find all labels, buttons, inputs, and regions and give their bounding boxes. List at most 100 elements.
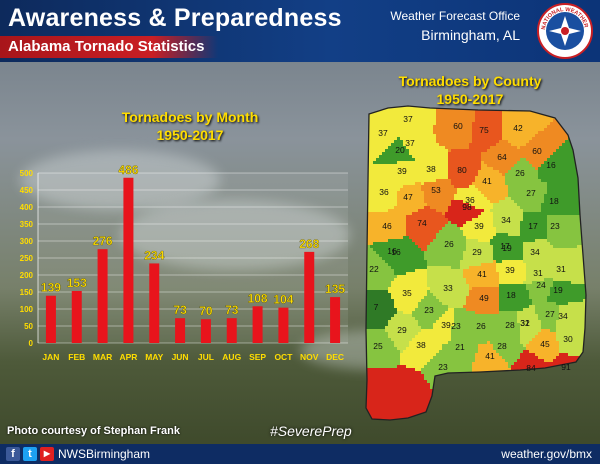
county-cell [478, 281, 482, 285]
county-cell [484, 230, 488, 234]
county-cell [568, 119, 572, 123]
county-cell [481, 173, 485, 177]
county-cell [478, 224, 482, 228]
county-cell [571, 290, 575, 294]
county-cell [466, 275, 470, 279]
county-cell [505, 251, 509, 255]
county-cell [565, 110, 569, 114]
county-cell [562, 233, 566, 237]
county-cell [460, 287, 464, 291]
county-cell [469, 236, 473, 240]
county-cell [439, 182, 443, 186]
county-cell [373, 170, 377, 174]
county-cell [415, 146, 419, 150]
county-cell [589, 155, 592, 158]
county-cell [406, 260, 410, 264]
county-cell [454, 200, 458, 204]
county-cell [532, 260, 536, 264]
county-cell [376, 125, 380, 129]
county-cell [523, 227, 527, 231]
county-cell [586, 176, 589, 179]
county-cell [517, 140, 521, 144]
county-cell [568, 272, 572, 276]
county-cell [397, 116, 401, 120]
county-cell [553, 134, 557, 138]
county-cell [451, 293, 455, 297]
county-cell [508, 164, 512, 168]
county-cell [586, 104, 589, 107]
county-cell [427, 116, 431, 120]
county-cell [574, 215, 578, 219]
county-cell [466, 185, 470, 189]
county-cell [460, 260, 464, 264]
county-cell [433, 191, 437, 195]
county-cell [538, 182, 542, 186]
county-cell [562, 106, 566, 108]
county-cell [415, 230, 419, 234]
county-cell [496, 233, 500, 237]
county-cell [559, 188, 563, 192]
county-cell [517, 128, 521, 132]
county-cell [577, 248, 581, 252]
county-cell [376, 131, 380, 135]
county-cell [541, 143, 545, 147]
county-cell [445, 221, 449, 225]
county-cell [550, 191, 554, 195]
county-cell [532, 185, 536, 189]
county-cell [427, 188, 431, 192]
county-cell [490, 125, 494, 129]
county-cell [424, 182, 428, 186]
county-cell [481, 239, 485, 243]
county-cell [487, 122, 491, 126]
county-cell [550, 188, 554, 192]
county-cell [460, 278, 464, 282]
county-cell [403, 155, 407, 159]
county-cell [366, 173, 368, 177]
county-cell [523, 281, 527, 285]
county-cell [487, 125, 491, 129]
county-cell [565, 287, 569, 291]
county-cell [379, 239, 383, 243]
county-cell [442, 137, 446, 141]
county-cell [514, 107, 518, 111]
county-cell [394, 122, 398, 126]
county-cell [412, 287, 416, 291]
county-cell [577, 137, 581, 141]
county-cell [556, 128, 560, 132]
county-cell [496, 242, 500, 246]
county-cell [469, 158, 473, 162]
county-cell [427, 131, 431, 135]
county-cell [433, 260, 437, 264]
county-cell [583, 221, 586, 225]
county-cell [502, 107, 506, 111]
county-cell [439, 269, 443, 273]
county-cell [517, 263, 521, 267]
county-cell [508, 176, 512, 180]
county-cell [565, 242, 569, 246]
county-cell [466, 245, 470, 249]
county-cell [400, 233, 404, 237]
county-cell [382, 167, 386, 171]
county-cell [505, 164, 509, 168]
county-cell [397, 113, 401, 117]
county-cell [427, 110, 431, 114]
county-cell [523, 152, 527, 156]
county-cell [574, 221, 578, 225]
county-cell [427, 239, 431, 243]
county-cell [532, 239, 536, 243]
county-cell [529, 233, 533, 237]
county-cell [511, 179, 515, 183]
county-cell [385, 131, 389, 135]
county-cell [457, 170, 461, 174]
county-cell [418, 128, 422, 132]
county-cell [478, 221, 482, 225]
county-cell [430, 227, 434, 231]
county-cell [403, 128, 407, 132]
county-cell [385, 281, 389, 285]
county-cell [571, 275, 575, 279]
county-cell [427, 170, 431, 174]
county-cell [541, 167, 545, 171]
county-cell [445, 146, 449, 150]
county-cell [475, 191, 479, 195]
county-cell [493, 122, 497, 126]
